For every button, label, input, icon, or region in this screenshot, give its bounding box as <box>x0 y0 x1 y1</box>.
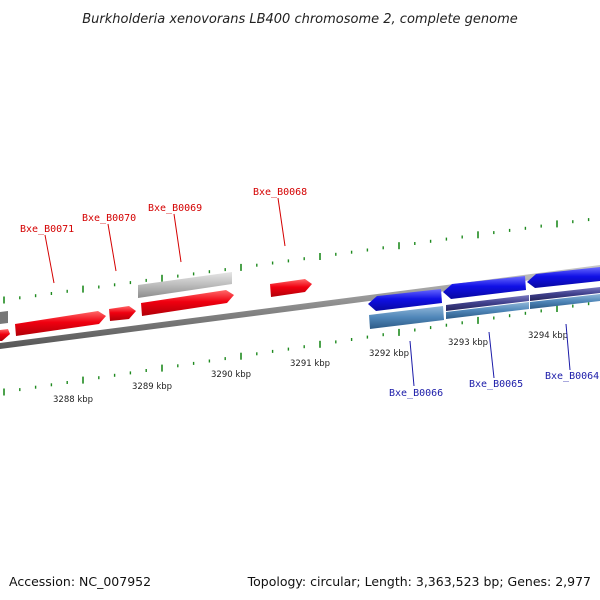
gene-pseudo-feature[interactable] <box>530 287 600 301</box>
gene-secondary-feature[interactable] <box>0 311 8 324</box>
gene-arrow-forward[interactable] <box>15 311 106 336</box>
gene-label[interactable]: Bxe_B0069 <box>148 203 202 214</box>
kbp-label: 3289 kbp <box>132 382 172 392</box>
gene-label[interactable]: Bxe_B0070 <box>82 213 136 224</box>
reverse-genes <box>368 267 600 329</box>
gene-arrow-forward[interactable] <box>141 290 234 316</box>
gene-arrow-forward[interactable] <box>109 306 136 321</box>
kbp-label: 3290 kbp <box>211 370 251 380</box>
gene-label[interactable]: Bxe_B0064 <box>545 371 599 382</box>
topology-text: Topology: circular; Length: 3,363,523 bp… <box>247 574 591 589</box>
kbp-label: 3293 kbp <box>448 338 488 348</box>
gene-arrow-forward[interactable] <box>0 329 10 341</box>
gene-label-leaders <box>44 197 571 387</box>
forward-genes <box>0 272 312 341</box>
gene-secondary-feature[interactable] <box>530 294 600 309</box>
upper-tick-track <box>3 218 590 304</box>
gene-arrow-reverse[interactable] <box>527 267 600 288</box>
gene-arrow-reverse[interactable] <box>368 289 442 311</box>
gene-secondary-feature[interactable] <box>369 306 444 329</box>
gene-secondary-feature[interactable] <box>446 302 529 319</box>
gene-arrow-reverse[interactable] <box>443 276 526 299</box>
gene-arrow-forward[interactable] <box>270 279 312 297</box>
gene-label[interactable]: Bxe_B0071 <box>20 224 74 235</box>
gene-label[interactable]: Bxe_B0068 <box>253 187 307 198</box>
lower-tick-track <box>3 302 590 396</box>
kbp-label: 3292 kbp <box>369 349 409 359</box>
kbp-label: 3288 kbp <box>53 395 93 405</box>
gene-labels: Bxe_B0071 Bxe_B0070 Bxe_B0069 Bxe_B0068 … <box>20 187 599 399</box>
kbp-scale: 3288 kbp 3289 kbp 3290 kbp 3291 kbp 3292… <box>53 331 568 405</box>
gene-label[interactable]: Bxe_B0066 <box>389 388 443 399</box>
gene-secondary-feature[interactable] <box>138 272 232 298</box>
gene-pseudo-feature[interactable] <box>446 295 529 311</box>
map-title: Burkholderia xenovorans LB400 chromosome… <box>82 12 518 27</box>
kbp-label: 3291 kbp <box>290 359 330 369</box>
accession-text: Accession: NC_007952 <box>9 574 151 589</box>
gene-label[interactable]: Bxe_B0065 <box>469 379 523 390</box>
kbp-label: 3294 kbp <box>528 331 568 341</box>
